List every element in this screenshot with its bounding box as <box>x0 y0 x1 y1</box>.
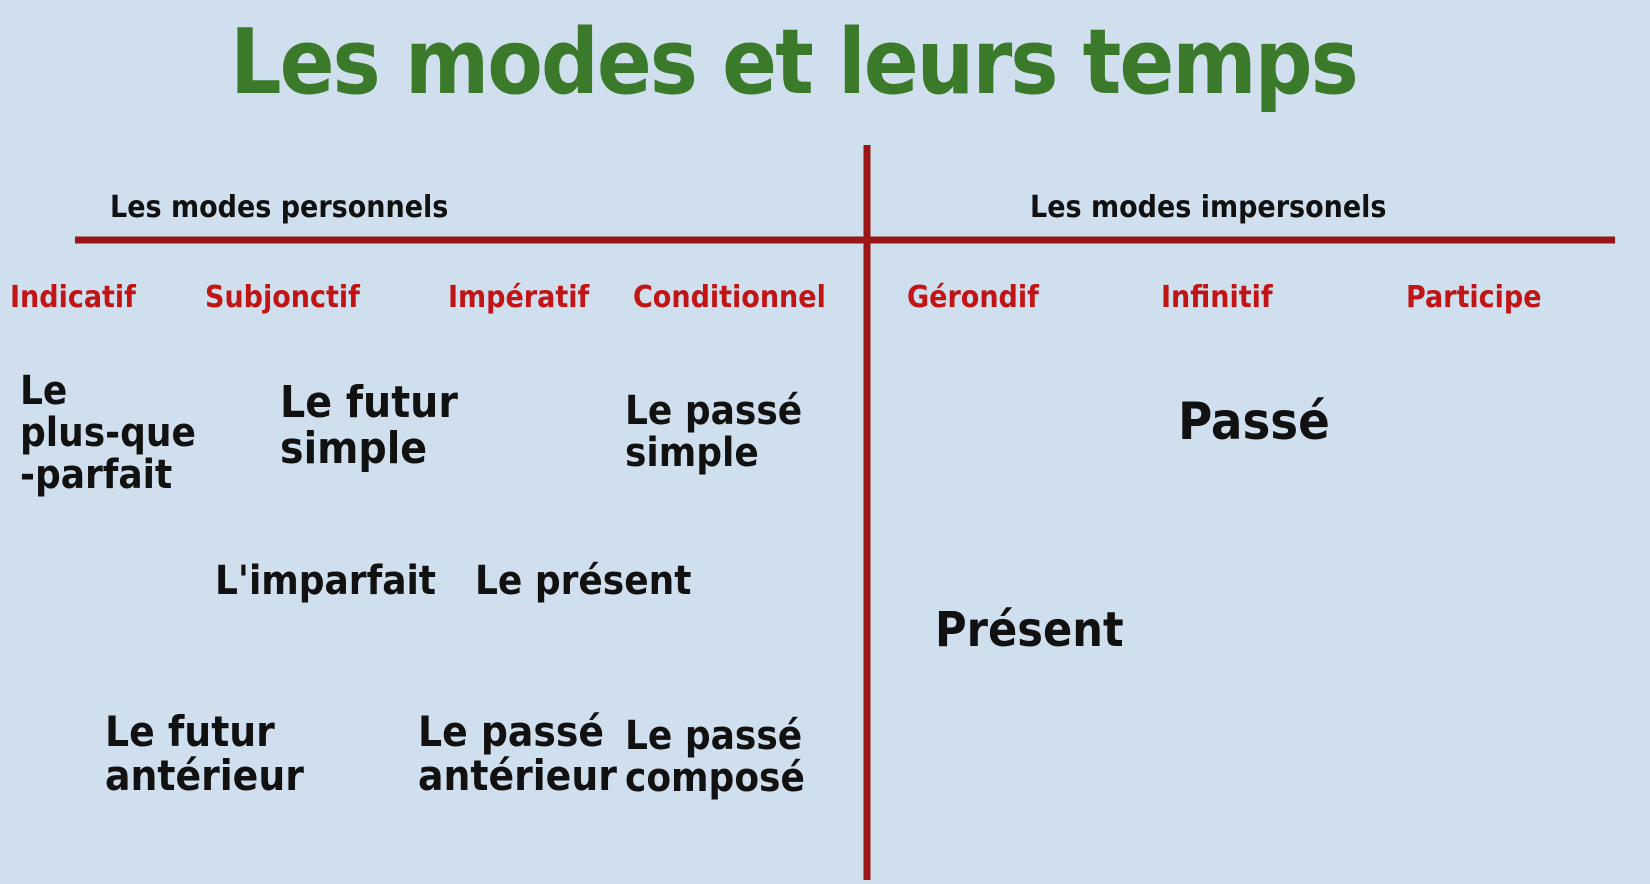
tense-plus-que-parfait: Le plus-que -parfait <box>20 370 196 496</box>
mode-label-conditionnel: Conditionnel <box>633 280 826 315</box>
section-header-impersonels: Les modes impersonels <box>1030 190 1387 225</box>
tense-imparfait: L'imparfait <box>215 560 436 602</box>
mode-label-indicatif: Indicatif <box>10 280 136 315</box>
mode-label-gerondif: Gérondif <box>907 280 1039 315</box>
mode-label-infinitif: Infinitif <box>1161 280 1273 315</box>
tense-present-left: Le présent <box>475 560 691 602</box>
mode-label-participe: Participe <box>1406 280 1542 315</box>
mode-label-subjonctif: Subjonctif <box>205 280 360 315</box>
tense-present-right: Présent <box>935 605 1124 655</box>
tense-passe-simple: Le passé simple <box>625 390 802 474</box>
tense-passe-compose: Le passé composé <box>625 715 805 799</box>
tense-passe-anterieur: Le passé antérieur <box>418 710 617 798</box>
tense-futur-simple: Le futur simple <box>280 380 458 472</box>
mode-label-imperatif: Impératif <box>448 280 589 315</box>
section-header-personnels: Les modes personnels <box>110 190 448 225</box>
tense-futur-anterieur: Le futur antérieur <box>105 710 304 798</box>
tense-passe-right: Passé <box>1178 395 1330 450</box>
